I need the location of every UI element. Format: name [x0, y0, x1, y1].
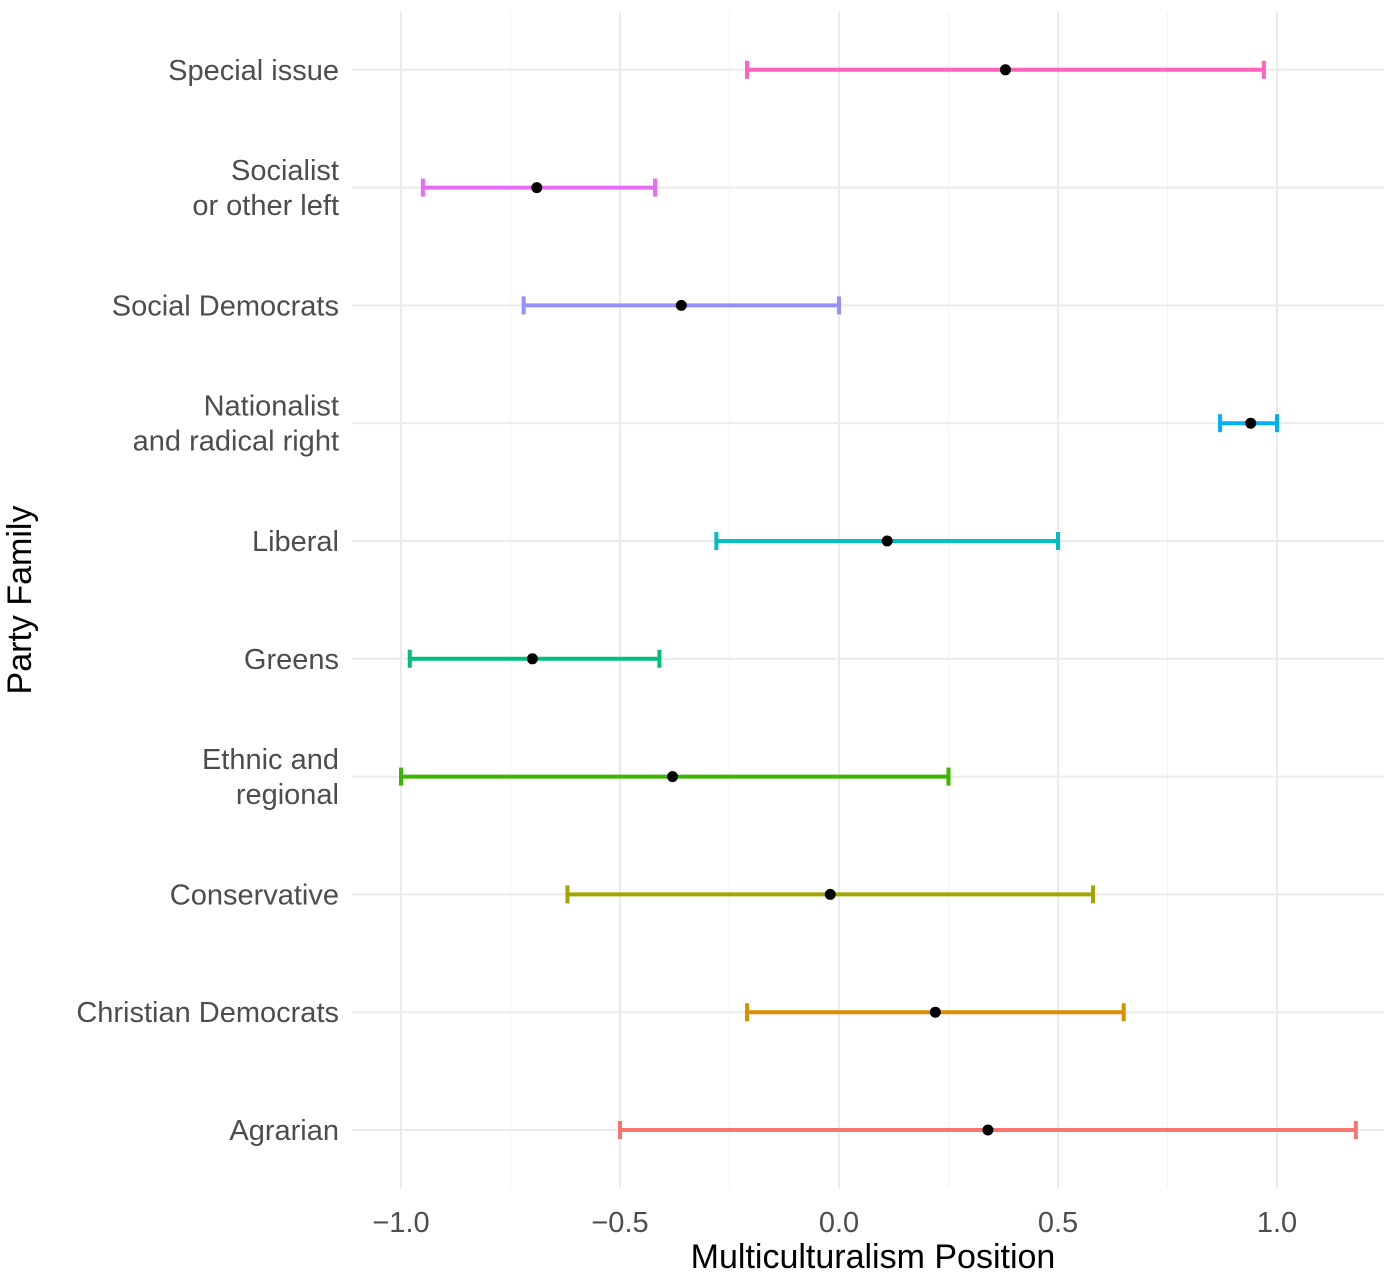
y-tick-label: Liberal — [252, 526, 339, 558]
estimate-point — [526, 653, 538, 665]
y-tick-label: regional — [236, 779, 339, 811]
estimate-point — [1245, 417, 1257, 429]
estimate-point — [675, 299, 687, 311]
estimate-point — [999, 64, 1011, 76]
y-axis-title: Party Family — [1, 506, 39, 695]
estimate-point — [667, 771, 679, 783]
y-tick-label: Social Democrats — [112, 290, 339, 322]
estimate-points — [526, 64, 1257, 1136]
y-tick-label: or other left — [192, 190, 339, 222]
x-tick-labels: −1.0 −0.5 0.0 0.5 1.0 — [372, 1207, 1297, 1239]
x-tick-label: −1.0 — [372, 1207, 429, 1239]
estimate-point — [929, 1006, 941, 1018]
y-tick-labels: Agrarian Christian Democrats Conservative E… — [76, 55, 339, 1147]
y-tick-label: Nationalist — [204, 391, 339, 423]
y-tick-label: Greens — [244, 644, 339, 676]
y-tick-label: Ethnic and — [202, 744, 339, 776]
y-tick-label: Christian Democrats — [76, 997, 339, 1029]
estimate-point — [824, 888, 836, 900]
y-tick-label: Special issue — [168, 55, 339, 87]
y-tick-label: Agrarian — [229, 1115, 339, 1147]
estimate-point — [881, 535, 893, 547]
y-tick-label: and radical right — [133, 426, 339, 458]
x-tick-label: 0.5 — [1038, 1207, 1078, 1239]
x-tick-label: 0.0 — [819, 1207, 859, 1239]
error-bars — [399, 60, 1358, 1139]
estimate-point — [982, 1124, 994, 1136]
x-axis-title: Multiculturalism Position — [691, 1238, 1056, 1276]
x-tick-label: 1.0 — [1257, 1207, 1297, 1239]
y-tick-label: Conservative — [170, 879, 339, 911]
estimate-point — [531, 182, 543, 194]
x-tick-label: −0.5 — [591, 1207, 648, 1239]
y-tick-label: Socialist — [231, 155, 339, 187]
